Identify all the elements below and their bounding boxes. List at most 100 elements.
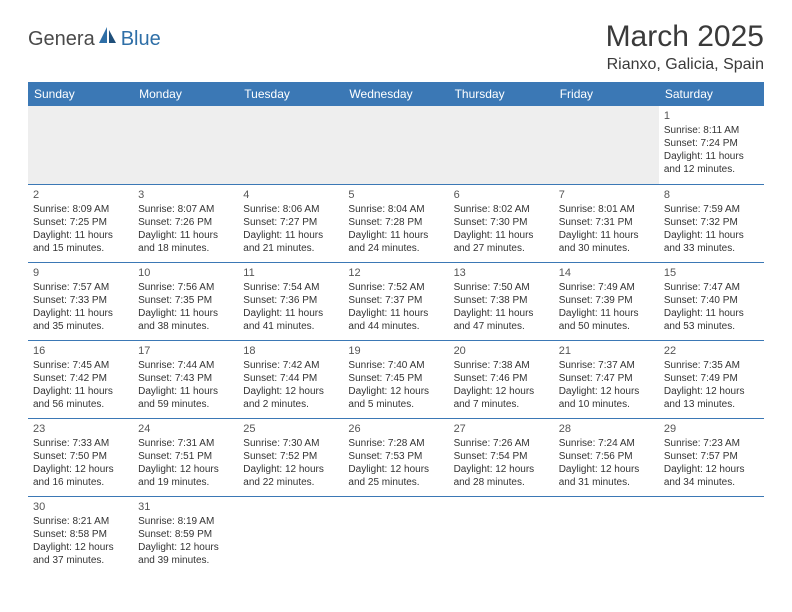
calendar-cell: 3Sunrise: 8:07 AMSunset: 7:26 PMDaylight… — [133, 184, 238, 262]
cell-text: Sunrise: 8:06 AM — [243, 203, 338, 216]
calendar-cell: 25Sunrise: 7:30 AMSunset: 7:52 PMDayligh… — [238, 418, 343, 496]
cell-text: Sunrise: 7:52 AM — [348, 281, 443, 294]
cell-text: Daylight: 11 hours — [454, 229, 549, 242]
cell-text: Sunset: 7:33 PM — [33, 294, 128, 307]
cell-text: Sunrise: 7:30 AM — [243, 437, 338, 450]
cell-text: Sunset: 7:31 PM — [559, 216, 654, 229]
day-number: 20 — [454, 344, 549, 358]
cell-text: Daylight: 11 hours — [33, 385, 128, 398]
cell-text: Daylight: 12 hours — [664, 463, 759, 476]
calendar-cell: 7Sunrise: 8:01 AMSunset: 7:31 PMDaylight… — [554, 184, 659, 262]
calendar-cell — [554, 496, 659, 574]
day-number: 2 — [33, 188, 128, 202]
cell-text: and 59 minutes. — [138, 398, 233, 411]
cell-text: Sunset: 7:42 PM — [33, 372, 128, 385]
cell-text: and 12 minutes. — [664, 163, 759, 176]
cell-text: Sunset: 8:59 PM — [138, 528, 233, 541]
logo-text-part2: Blue — [121, 28, 161, 51]
cell-text: Sunrise: 8:19 AM — [138, 515, 233, 528]
cell-text: Daylight: 11 hours — [243, 229, 338, 242]
cell-text: and 47 minutes. — [454, 320, 549, 333]
cell-text: Daylight: 11 hours — [664, 229, 759, 242]
calendar-cell: 27Sunrise: 7:26 AMSunset: 7:54 PMDayligh… — [449, 418, 554, 496]
cell-text: Daylight: 12 hours — [454, 463, 549, 476]
cell-text: Sunrise: 7:59 AM — [664, 203, 759, 216]
calendar-cell: 1Sunrise: 8:11 AMSunset: 7:24 PMDaylight… — [659, 106, 764, 184]
calendar-cell: 15Sunrise: 7:47 AMSunset: 7:40 PMDayligh… — [659, 262, 764, 340]
cell-text: Daylight: 11 hours — [243, 307, 338, 320]
cell-text: Daylight: 11 hours — [454, 307, 549, 320]
cell-text: Daylight: 12 hours — [664, 385, 759, 398]
day-number: 26 — [348, 422, 443, 436]
cell-text: and 25 minutes. — [348, 476, 443, 489]
day-number: 7 — [559, 188, 654, 202]
day-number: 11 — [243, 266, 338, 280]
day-number: 9 — [33, 266, 128, 280]
cell-text: and 56 minutes. — [33, 398, 128, 411]
calendar-cell: 24Sunrise: 7:31 AMSunset: 7:51 PMDayligh… — [133, 418, 238, 496]
cell-text: Sunrise: 7:56 AM — [138, 281, 233, 294]
calendar-row: 1Sunrise: 8:11 AMSunset: 7:24 PMDaylight… — [28, 106, 764, 184]
calendar-row: 9Sunrise: 7:57 AMSunset: 7:33 PMDaylight… — [28, 262, 764, 340]
cell-text: Daylight: 12 hours — [348, 463, 443, 476]
cell-text: Sunset: 7:51 PM — [138, 450, 233, 463]
cell-text: Sunset: 7:39 PM — [559, 294, 654, 307]
cell-text: and 38 minutes. — [138, 320, 233, 333]
calendar-cell — [554, 106, 659, 184]
calendar-cell: 6Sunrise: 8:02 AMSunset: 7:30 PMDaylight… — [449, 184, 554, 262]
cell-text: Sunrise: 7:35 AM — [664, 359, 759, 372]
cell-text: Sunset: 7:54 PM — [454, 450, 549, 463]
day-number: 17 — [138, 344, 233, 358]
header: Genera Blue March 2025 Rianxo, Galicia, … — [28, 20, 764, 74]
day-number: 23 — [33, 422, 128, 436]
calendar-cell: 11Sunrise: 7:54 AMSunset: 7:36 PMDayligh… — [238, 262, 343, 340]
cell-text: and 15 minutes. — [33, 242, 128, 255]
cell-text: Sunrise: 7:45 AM — [33, 359, 128, 372]
day-number: 5 — [348, 188, 443, 202]
cell-text: Sunrise: 7:23 AM — [664, 437, 759, 450]
calendar-row: 23Sunrise: 7:33 AMSunset: 7:50 PMDayligh… — [28, 418, 764, 496]
day-number: 4 — [243, 188, 338, 202]
cell-text: Sunrise: 7:26 AM — [454, 437, 549, 450]
day-header: Thursday — [449, 82, 554, 106]
cell-text: Sunrise: 7:24 AM — [559, 437, 654, 450]
cell-text: Sunrise: 7:47 AM — [664, 281, 759, 294]
calendar-cell: 20Sunrise: 7:38 AMSunset: 7:46 PMDayligh… — [449, 340, 554, 418]
day-header-row: Sunday Monday Tuesday Wednesday Thursday… — [28, 82, 764, 106]
cell-text: Sunset: 7:30 PM — [454, 216, 549, 229]
day-number: 30 — [33, 500, 128, 514]
cell-text: Daylight: 12 hours — [138, 541, 233, 554]
cell-text: Daylight: 11 hours — [33, 307, 128, 320]
calendar-row: 30Sunrise: 8:21 AMSunset: 8:58 PMDayligh… — [28, 496, 764, 574]
day-number: 14 — [559, 266, 654, 280]
cell-text: and 13 minutes. — [664, 398, 759, 411]
cell-text: Daylight: 11 hours — [664, 307, 759, 320]
calendar-cell: 10Sunrise: 7:56 AMSunset: 7:35 PMDayligh… — [133, 262, 238, 340]
calendar-cell: 2Sunrise: 8:09 AMSunset: 7:25 PMDaylight… — [28, 184, 133, 262]
calendar-cell: 8Sunrise: 7:59 AMSunset: 7:32 PMDaylight… — [659, 184, 764, 262]
calendar-cell: 13Sunrise: 7:50 AMSunset: 7:38 PMDayligh… — [449, 262, 554, 340]
cell-text: Sunrise: 7:42 AM — [243, 359, 338, 372]
cell-text: Sunrise: 8:01 AM — [559, 203, 654, 216]
day-number: 8 — [664, 188, 759, 202]
day-number: 1 — [664, 109, 759, 123]
cell-text: Sunrise: 7:28 AM — [348, 437, 443, 450]
day-number: 29 — [664, 422, 759, 436]
cell-text: Sunrise: 7:40 AM — [348, 359, 443, 372]
cell-text: Sunrise: 7:38 AM — [454, 359, 549, 372]
cell-text: Sunset: 7:25 PM — [33, 216, 128, 229]
cell-text: Daylight: 12 hours — [454, 385, 549, 398]
calendar-cell: 23Sunrise: 7:33 AMSunset: 7:50 PMDayligh… — [28, 418, 133, 496]
cell-text: Sunset: 7:46 PM — [454, 372, 549, 385]
cell-text: Daylight: 12 hours — [138, 463, 233, 476]
cell-text: Daylight: 11 hours — [559, 307, 654, 320]
cell-text: Daylight: 12 hours — [33, 463, 128, 476]
calendar-cell: 12Sunrise: 7:52 AMSunset: 7:37 PMDayligh… — [343, 262, 448, 340]
calendar-table: Sunday Monday Tuesday Wednesday Thursday… — [28, 82, 764, 574]
location: Rianxo, Galicia, Spain — [606, 56, 764, 74]
cell-text: Daylight: 12 hours — [559, 385, 654, 398]
day-number: 15 — [664, 266, 759, 280]
calendar-cell — [343, 496, 448, 574]
cell-text: and 35 minutes. — [33, 320, 128, 333]
cell-text: and 33 minutes. — [664, 242, 759, 255]
